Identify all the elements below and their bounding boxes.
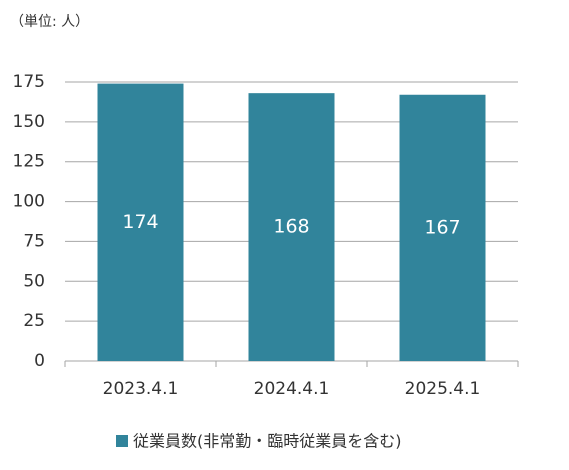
legend-label: 従業員数(非常勤・臨時従業員を含む) <box>133 432 402 451</box>
x-tick-label: 2024.4.1 <box>254 379 330 399</box>
legend-swatch <box>116 435 128 447</box>
x-tick-label: 2023.4.1 <box>103 379 179 399</box>
y-tick-label: 100 <box>13 192 45 212</box>
y-tick-label: 75 <box>23 231 45 251</box>
y-tick-label: 150 <box>13 112 45 132</box>
y-tick-label: 50 <box>23 271 45 291</box>
bar <box>399 94 486 362</box>
y-tick-label: 125 <box>13 152 45 172</box>
bar <box>97 83 184 361</box>
value-label: 174 <box>122 211 158 233</box>
unit-label: （単位: 人） <box>10 14 89 30</box>
bar <box>248 93 335 361</box>
value-label: 167 <box>424 216 460 238</box>
value-label: 168 <box>273 216 309 238</box>
y-tick-label: 175 <box>13 72 45 92</box>
x-tick-label: 2025.4.1 <box>405 379 481 399</box>
y-tick-label: 25 <box>23 311 45 331</box>
y-tick-label: 0 <box>34 351 45 371</box>
